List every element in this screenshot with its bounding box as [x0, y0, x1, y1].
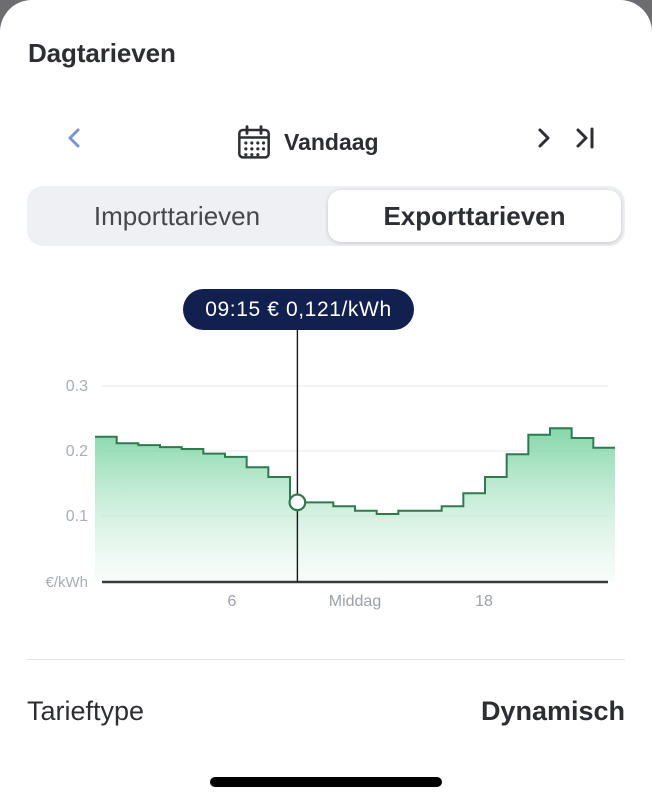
- svg-text:0.3: 0.3: [66, 378, 88, 395]
- svg-text:€/kWh: €/kWh: [45, 574, 88, 591]
- svg-text:0.1: 0.1: [66, 508, 88, 525]
- svg-text:18: 18: [475, 593, 493, 610]
- svg-text:0.2: 0.2: [66, 443, 88, 460]
- svg-text:6: 6: [228, 593, 237, 610]
- svg-text:Middag: Middag: [329, 593, 381, 610]
